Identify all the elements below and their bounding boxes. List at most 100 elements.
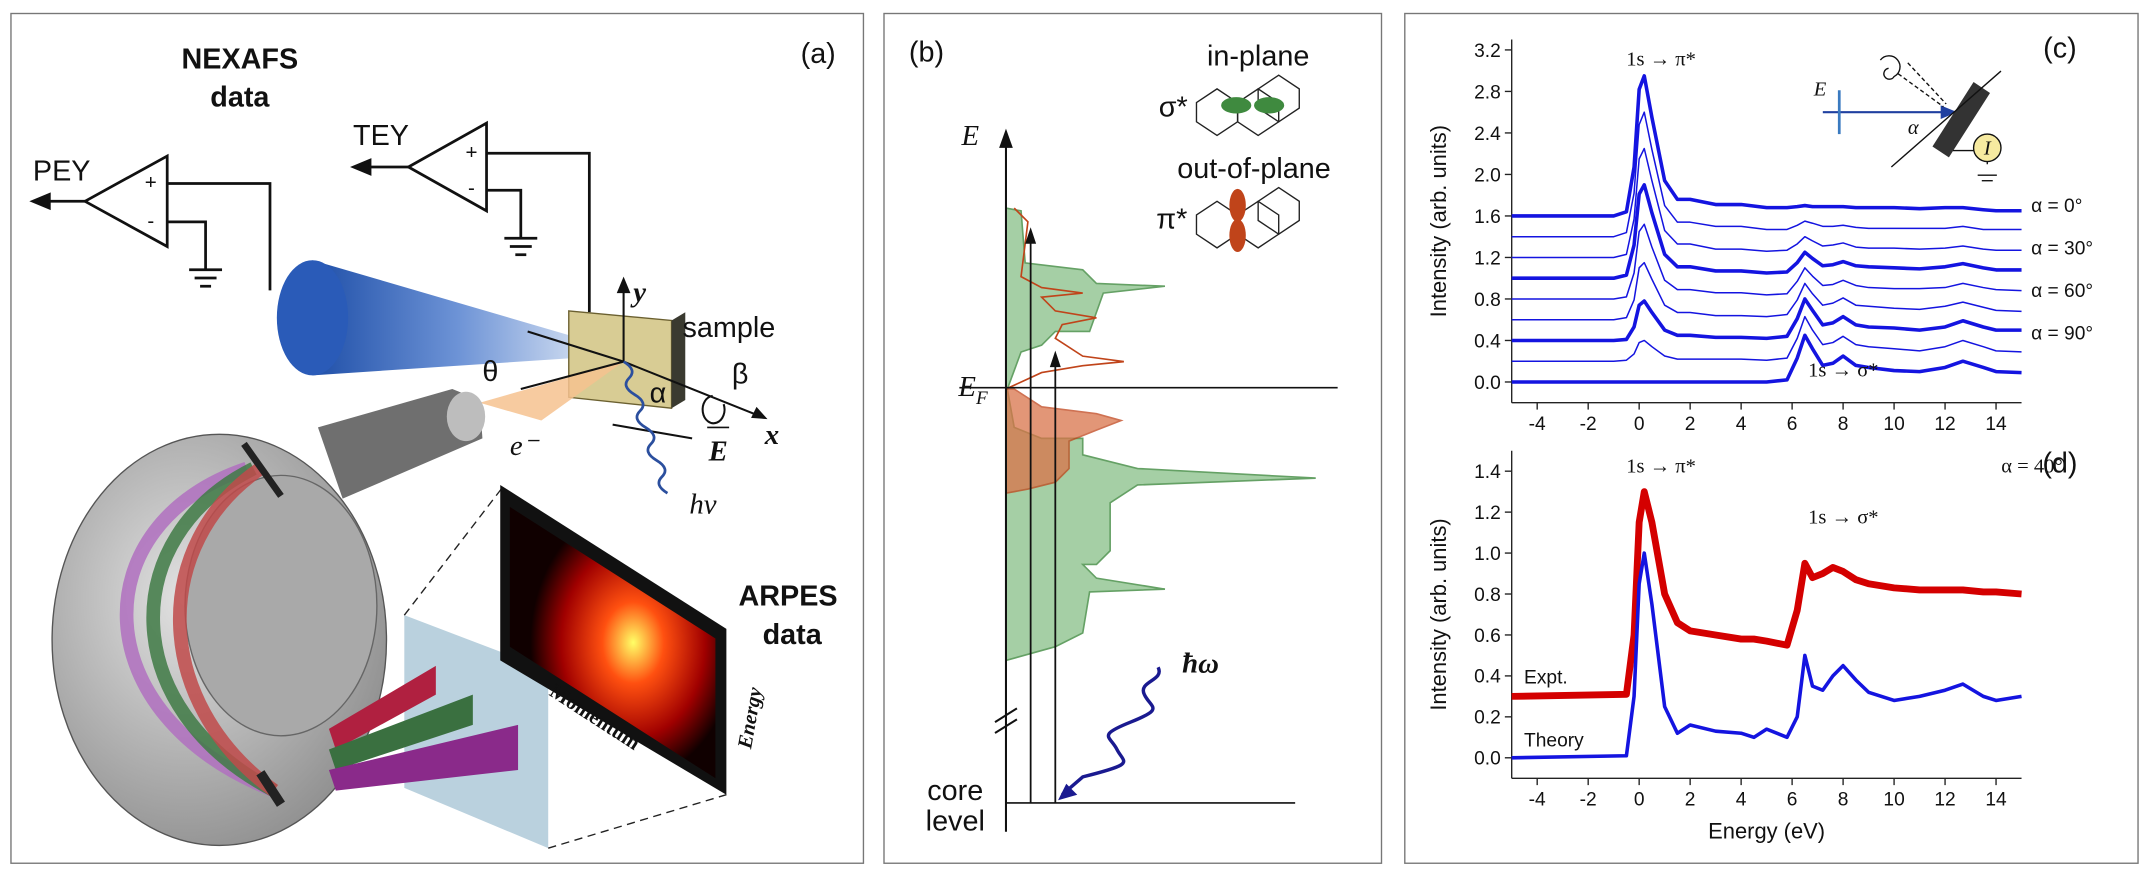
- series-label: α = 30°: [2031, 239, 2093, 260]
- label: +: [145, 171, 157, 194]
- label: F: [975, 388, 988, 409]
- x-tick-label: 2: [1685, 790, 1696, 811]
- y-tick-label: 0.4: [1474, 331, 1501, 352]
- beam-red: [328, 665, 436, 750]
- op-amp: [405, 120, 488, 214]
- x-tick-label: 12: [1934, 790, 1955, 811]
- panel-frame: [1404, 12, 2139, 864]
- label: α: [1908, 117, 1920, 139]
- y-tick-label: 0.0: [1474, 749, 1501, 770]
- x-tick-label: 6: [1787, 414, 1798, 435]
- orbital: [1254, 97, 1285, 114]
- annotation: 1s → σ*: [1808, 360, 1878, 382]
- panel-frame: [883, 12, 1383, 864]
- arrow-head: [29, 192, 51, 211]
- panel-label: (c): [2043, 32, 2077, 64]
- lens: [446, 391, 486, 442]
- series-line: [1511, 223, 2022, 300]
- x-tick-label: 6: [1787, 790, 1798, 811]
- emission-cone: [479, 361, 624, 421]
- series-label: α = 60°: [2031, 281, 2093, 302]
- y-tick-label: 0.8: [1474, 585, 1501, 606]
- x-tick-label: 0: [1634, 790, 1645, 811]
- normal: [1890, 70, 2002, 168]
- arrow-head: [999, 128, 1013, 148]
- label: PEY: [33, 156, 91, 188]
- panel-label: (a): [801, 38, 836, 70]
- lens: [317, 389, 483, 499]
- y-tick-label: 1.2: [1474, 503, 1501, 524]
- detector-cone: [276, 260, 349, 376]
- label: x: [764, 419, 779, 451]
- label: +: [465, 141, 477, 164]
- electron-path: [1897, 73, 1944, 108]
- series-label: α = 0°: [2031, 196, 2082, 217]
- label: e⁻: [510, 430, 541, 462]
- y-tick-label: 2.4: [1474, 124, 1501, 145]
- wire: [167, 182, 272, 291]
- wire: [167, 220, 207, 270]
- label: sample: [683, 312, 776, 344]
- series-line: [1511, 111, 2022, 238]
- panel-b: [959, 74, 1338, 832]
- y-tick-label: 0.6: [1474, 626, 1501, 647]
- arrow-head: [350, 158, 372, 176]
- dos-occupied: [1005, 388, 1124, 495]
- series-line: [1511, 315, 2022, 362]
- label: -: [147, 209, 154, 232]
- annotation: α = 40°: [2001, 456, 2062, 478]
- axis: [520, 360, 624, 391]
- annotation: 1s → π*: [1626, 456, 1696, 478]
- label: E: [961, 120, 980, 152]
- label: hν: [689, 489, 716, 521]
- y-tick-label: 0.2: [1474, 708, 1501, 729]
- y-tick-label: 2.0: [1474, 165, 1501, 186]
- y-tick-label: 2.8: [1474, 82, 1501, 103]
- y-tick-label: 1.4: [1474, 462, 1501, 483]
- photon-wave: [1061, 666, 1161, 797]
- sample: [1932, 82, 1991, 158]
- y-tick-label: 0.8: [1474, 290, 1501, 311]
- y-tick-label: 1.0: [1474, 544, 1501, 565]
- series-line: [1511, 261, 2022, 321]
- label: σ*: [1159, 91, 1188, 123]
- series-label: Theory: [1524, 731, 1584, 752]
- electron-detector: [1879, 55, 1901, 80]
- annotation: 1s → π*: [1626, 49, 1696, 71]
- panel-label: (b): [909, 36, 944, 68]
- series-line: [1511, 297, 2022, 343]
- x-tick-label: 0: [1634, 414, 1645, 435]
- axis: [623, 360, 762, 418]
- label: E: [1813, 79, 1827, 101]
- label: E: [957, 371, 976, 403]
- arrow-head: [751, 406, 768, 420]
- x-tick-label: 8: [1838, 790, 1849, 811]
- label: core: [927, 775, 983, 807]
- electron-path: [173, 462, 279, 797]
- x-tick-label: -4: [1529, 790, 1546, 811]
- series-line: [1511, 551, 2022, 760]
- beam-purple: [328, 724, 519, 791]
- x-tick-label: 14: [1985, 790, 2007, 811]
- axis-break: [994, 707, 1018, 723]
- x-tick-label: -2: [1580, 790, 1597, 811]
- panel-label: (d): [2042, 448, 2077, 480]
- x-tick-label: -4: [1529, 414, 1546, 435]
- photon-wave: [622, 360, 669, 495]
- inset: E α I: [1813, 55, 2002, 182]
- x-tick-label: -2: [1580, 414, 1597, 435]
- label: level: [926, 805, 985, 837]
- x-tick-label: 4: [1736, 790, 1747, 811]
- rotation: [701, 394, 726, 425]
- orbital: [1221, 97, 1252, 114]
- label: -: [468, 176, 475, 199]
- label: out-of-plane: [1177, 153, 1331, 185]
- x-axis-label: Energy (eV): [1708, 819, 1825, 844]
- annotation: 1s → σ*: [1808, 506, 1878, 528]
- arrow-head: [1025, 227, 1037, 244]
- label: y: [630, 276, 646, 308]
- ammeter: [1972, 133, 2002, 163]
- series-label: α = 90°: [2031, 324, 2093, 345]
- x-tick-label: 2: [1685, 414, 1696, 435]
